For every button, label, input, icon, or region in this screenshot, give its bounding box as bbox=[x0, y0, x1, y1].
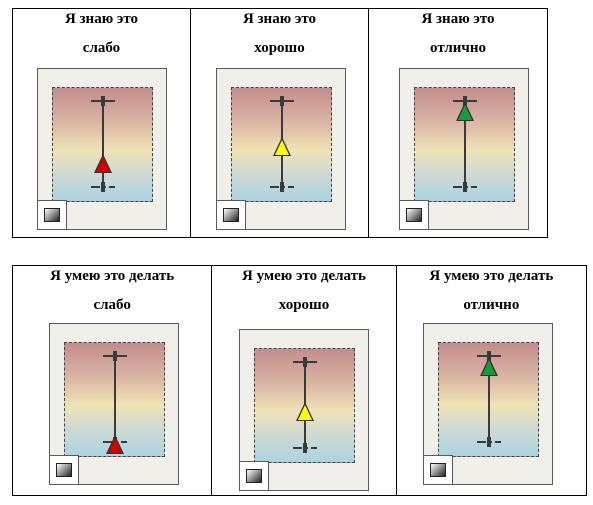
knowledge-cell-weak: Я знаю это слабо bbox=[13, 9, 191, 237]
triangle-marker-icon[interactable] bbox=[94, 153, 112, 173]
cell-caption-line1: Я знаю это bbox=[242, 11, 317, 27]
gauge-stem bbox=[102, 100, 104, 187]
cell-caption-line2: хорошо bbox=[254, 40, 305, 56]
level-gauge-widget bbox=[239, 329, 370, 491]
cell-caption-line2: слабо bbox=[82, 40, 121, 56]
gauge-bottom-cap bbox=[463, 182, 467, 192]
level-gauge-widget bbox=[216, 68, 346, 230]
knowledge-cell-good: Я знаю это хорошо bbox=[191, 9, 369, 237]
cell-caption-line1: Я знаю это bbox=[64, 11, 139, 27]
gauge-track bbox=[231, 87, 332, 202]
triangle-marker-icon[interactable] bbox=[296, 402, 315, 421]
level-gauge-widget bbox=[49, 323, 179, 485]
triangle-marker-icon[interactable] bbox=[106, 434, 124, 454]
skill-cell-weak: Я умею это делать слабо bbox=[13, 266, 213, 495]
cell-caption-line2: отлично bbox=[463, 297, 520, 313]
gauge-stem bbox=[487, 355, 490, 442]
gauge-bottom-cap bbox=[486, 437, 491, 447]
knowledge-table: Я знаю это слабо Я знаю это хорошо bbox=[12, 8, 548, 238]
gradient-swatch-icon[interactable] bbox=[49, 455, 79, 485]
skill-cell-good: Я умею это делать хорошо bbox=[212, 266, 397, 495]
knowledge-cell-excellent: Я знаю это отлично bbox=[369, 9, 547, 237]
gradient-swatch-icon[interactable] bbox=[37, 200, 67, 230]
skill-table: Я умею это делать слабо Я умею это делат… bbox=[12, 265, 587, 496]
cell-caption-line1: Я знаю это bbox=[421, 11, 495, 27]
gradient-swatch-icon[interactable] bbox=[216, 200, 246, 230]
level-gauge-widget bbox=[399, 68, 529, 230]
cell-caption-line2: отлично bbox=[430, 40, 486, 56]
gradient-swatch-icon[interactable] bbox=[399, 200, 429, 230]
cell-caption-line1: Я умею это делать bbox=[50, 268, 175, 284]
gradient-swatch-icon[interactable] bbox=[422, 455, 453, 485]
cell-caption-line1: Я умею это делать bbox=[242, 268, 366, 284]
gauge-track bbox=[437, 342, 539, 457]
cell-caption-line2: слабо bbox=[93, 297, 131, 313]
gauge-track bbox=[52, 87, 153, 202]
gauge-top-cap bbox=[303, 357, 308, 367]
level-gauge-widget bbox=[37, 68, 167, 230]
triangle-marker-icon[interactable] bbox=[273, 136, 291, 156]
gauge-track bbox=[414, 87, 515, 202]
cell-caption-line2: хорошо bbox=[278, 297, 330, 313]
gauge-top-cap bbox=[101, 96, 105, 106]
gauge-top-cap bbox=[486, 351, 491, 361]
gauge-top-cap bbox=[113, 351, 117, 361]
triangle-marker-icon[interactable] bbox=[456, 102, 474, 122]
gauge-bottom-cap bbox=[303, 443, 308, 453]
gradient-swatch-icon[interactable] bbox=[239, 461, 270, 491]
gauge-stem bbox=[464, 100, 466, 187]
gauge-bottom-cap bbox=[101, 182, 105, 192]
gauge-track bbox=[64, 342, 165, 457]
gauge-bottom-cap bbox=[280, 182, 284, 192]
cell-caption-line1: Я умею это делать bbox=[429, 268, 554, 284]
gauge-stem bbox=[114, 355, 116, 442]
skill-cell-excellent: Я умею это делать отлично bbox=[397, 266, 586, 495]
gauge-top-cap bbox=[463, 96, 467, 106]
gauge-track bbox=[254, 348, 356, 463]
triangle-marker-icon[interactable] bbox=[479, 357, 498, 377]
level-gauge-widget bbox=[422, 323, 553, 485]
gauge-top-cap bbox=[280, 96, 284, 106]
